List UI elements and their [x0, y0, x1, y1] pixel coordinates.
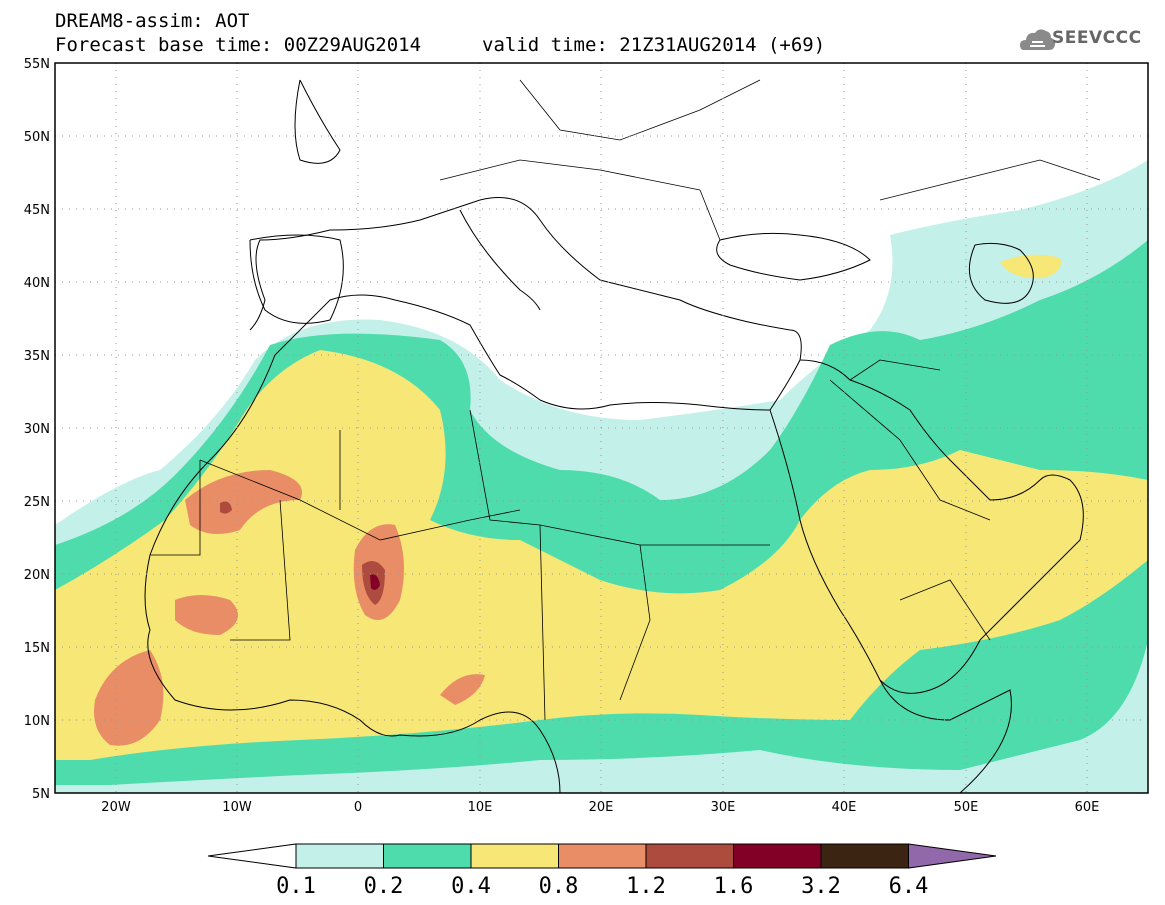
- lon-tick: 10W: [222, 800, 252, 815]
- colorbar-swatch: [645, 843, 734, 869]
- coastlines: [144, 79, 1084, 793]
- colorbar-label: 1.6: [714, 874, 754, 899]
- coast-west-africa: [144, 554, 561, 793]
- forecast-base-time: Forecast base time: 00Z29AUG2014: [55, 34, 422, 56]
- aot-field-0.4-arabia: [990, 520, 1083, 602]
- coast-iberia: [249, 234, 344, 324]
- colorbar-label: 0.8: [539, 874, 579, 899]
- lat-tick: 50N: [24, 130, 50, 145]
- lon-tick: 10E: [468, 800, 493, 815]
- lat-tick: 10N: [24, 714, 50, 729]
- colorbar-label: 3.2: [801, 874, 841, 899]
- colorbar-label: 0.4: [451, 874, 491, 899]
- colorbar-swatch: [470, 843, 559, 869]
- colorbar: 0.1 0.2 0.4 0.8 1.2 1.6 3.2 6.4: [207, 843, 997, 899]
- lat-tick: 40N: [24, 276, 50, 291]
- colorbar-swatch: [207, 843, 297, 869]
- colorbar-label: 6.4: [889, 874, 929, 899]
- valid-time: valid time: 21Z31AUG2014 (+69): [482, 34, 826, 56]
- logo-text: SEEVCCC: [1052, 28, 1142, 48]
- lat-tick: 45N: [24, 203, 50, 218]
- aot-contour-fields: [55, 160, 1148, 793]
- map-frame: [54, 62, 1149, 794]
- coast-italy: [459, 209, 541, 311]
- lon-tick: 20W: [101, 800, 131, 815]
- coast-black-sea: [716, 232, 871, 281]
- coast-britain: [294, 79, 341, 164]
- lat-tick: 55N: [24, 57, 50, 72]
- colorbar-swatch: [733, 843, 822, 869]
- map-title: DREAM8-assim: AOT: [55, 10, 250, 32]
- lat-tick: 35N: [24, 349, 50, 364]
- aot-field-0.4: [55, 350, 1148, 760]
- lon-tick: 40E: [832, 800, 857, 815]
- cloud-icon: [1020, 29, 1056, 50]
- lat-tick: 20N: [24, 568, 50, 583]
- lon-tick: 50E: [954, 800, 979, 815]
- colorbar-swatch: [295, 843, 384, 869]
- coast-horn: [879, 679, 1012, 793]
- lat-tick: 25N: [24, 495, 50, 510]
- colorbar-swatch: [820, 843, 909, 869]
- colorbar-label: 1.2: [626, 874, 666, 899]
- lon-tick: 20E: [589, 800, 614, 815]
- colorbar-swatch: [558, 843, 647, 869]
- lat-tick: 5N: [32, 787, 50, 802]
- aot-field-1.6: [370, 574, 380, 590]
- lat-tick: 15N: [24, 641, 50, 656]
- lat-axis: 5N 10N 15N 20N 25N 30N 35N 40N 45N 50N 5…: [24, 57, 50, 802]
- aot-field-1.2-mauritania: [220, 501, 232, 514]
- graticule: [55, 63, 1148, 793]
- lon-tick: 60E: [1075, 800, 1100, 815]
- aot-field-0.8-west: [94, 650, 164, 746]
- lat-tick: 30N: [24, 422, 50, 437]
- lon-tick: 0: [354, 800, 362, 815]
- lon-tick: 30E: [711, 800, 736, 815]
- coast-red-sea: [769, 359, 1084, 694]
- aot-field-0.8-mali: [175, 595, 238, 635]
- aot-field-0.8-south: [440, 674, 485, 705]
- lon-axis: 20W 10W 0 10E 20E 30E 40E 50E 60E: [101, 800, 1099, 815]
- colorbar-label: 0.1: [276, 874, 316, 899]
- colorbar-swatch: [908, 843, 997, 869]
- colorbar-swatch: [383, 843, 472, 869]
- colorbar-label: 0.2: [364, 874, 404, 899]
- coast-caspian: [968, 242, 1034, 304]
- aot-field-0.4-caspian: [1000, 254, 1061, 279]
- country-borders: [150, 79, 1101, 721]
- aot-field-0.8-mauritania: [185, 470, 302, 534]
